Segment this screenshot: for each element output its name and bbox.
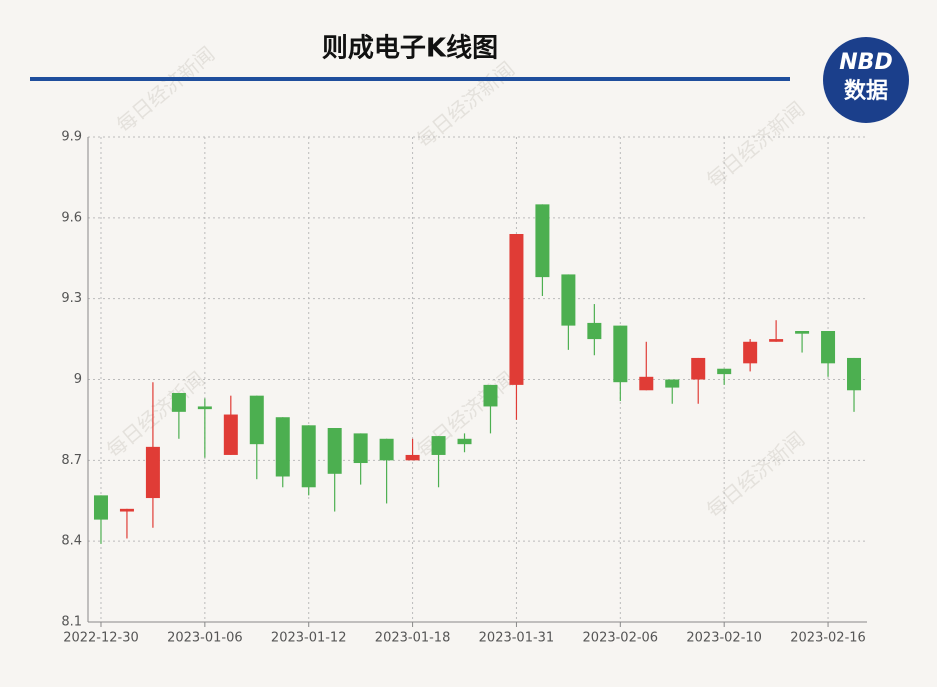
candle-body (223, 414, 238, 455)
y-tick-label: 8.7 (61, 453, 82, 468)
candle-body (405, 454, 420, 461)
candle-body (249, 395, 264, 445)
y-tick-label: 9.3 (61, 291, 82, 306)
candle-body (275, 417, 290, 477)
y-tick-label: 9.6 (61, 210, 82, 225)
candle-body (769, 339, 784, 342)
candle-body (171, 392, 186, 412)
candle-body (379, 438, 394, 461)
candle-body (821, 331, 836, 364)
candle-body (691, 357, 706, 380)
y-tick-label: 9 (74, 372, 82, 387)
candle-body (353, 433, 368, 464)
y-tick-label: 8.4 (61, 534, 82, 549)
candle-body (119, 508, 134, 512)
candle-body (509, 234, 524, 385)
plot: 8.1 8.4 8.7 9 9.3 9.6 9.9 2022-12-30 2023-01-06 2… (61, 130, 867, 646)
y-tick-label: 9.9 (61, 130, 82, 145)
x-tick-label: 2023-01-12 (271, 631, 347, 646)
logo-top: NBD (839, 50, 892, 75)
x-tick-label: 2023-01-06 (167, 631, 243, 646)
candle-body (457, 438, 472, 445)
candle-body (743, 341, 758, 364)
watermark: 每日经济新闻 (112, 42, 219, 138)
x-tick-label: 2023-02-06 (583, 631, 659, 646)
candle-body (535, 204, 550, 278)
candle-body (847, 357, 862, 391)
watermark: 每日经济新闻 (702, 97, 809, 193)
chart-title: 则成电子K线图 (322, 34, 498, 64)
watermark: 每日经济新闻 (412, 367, 519, 463)
x-tick-label: 2022-12-30 (63, 631, 139, 646)
candle-body (665, 379, 680, 388)
candle-body (483, 384, 498, 407)
logo-badge (823, 37, 909, 123)
x-tick-label: 2023-01-18 (375, 631, 451, 646)
watermark: 每日经济新闻 (702, 427, 809, 523)
x-tick-label: 2023-02-16 (790, 631, 866, 646)
candle-body (145, 446, 160, 499)
watermark: 每日经济新闻 (412, 57, 519, 153)
candle-body (327, 428, 342, 474)
candle-body (587, 322, 602, 340)
candle-body (431, 436, 446, 455)
y-tick-label: 8.1 (61, 615, 82, 630)
candle-body (301, 425, 316, 488)
x-tick-label: 2023-01-31 (479, 631, 555, 646)
candle-body (561, 274, 576, 326)
title-rule (30, 77, 790, 81)
candle-body (639, 376, 654, 391)
logo-bottom: 数据 (844, 78, 888, 104)
candle-body (795, 331, 810, 334)
candle-body (197, 406, 212, 410)
x-tick-label: 2023-02-10 (686, 631, 762, 646)
candle-body (717, 368, 732, 375)
candle-body (93, 495, 108, 520)
candle-body (613, 325, 628, 383)
